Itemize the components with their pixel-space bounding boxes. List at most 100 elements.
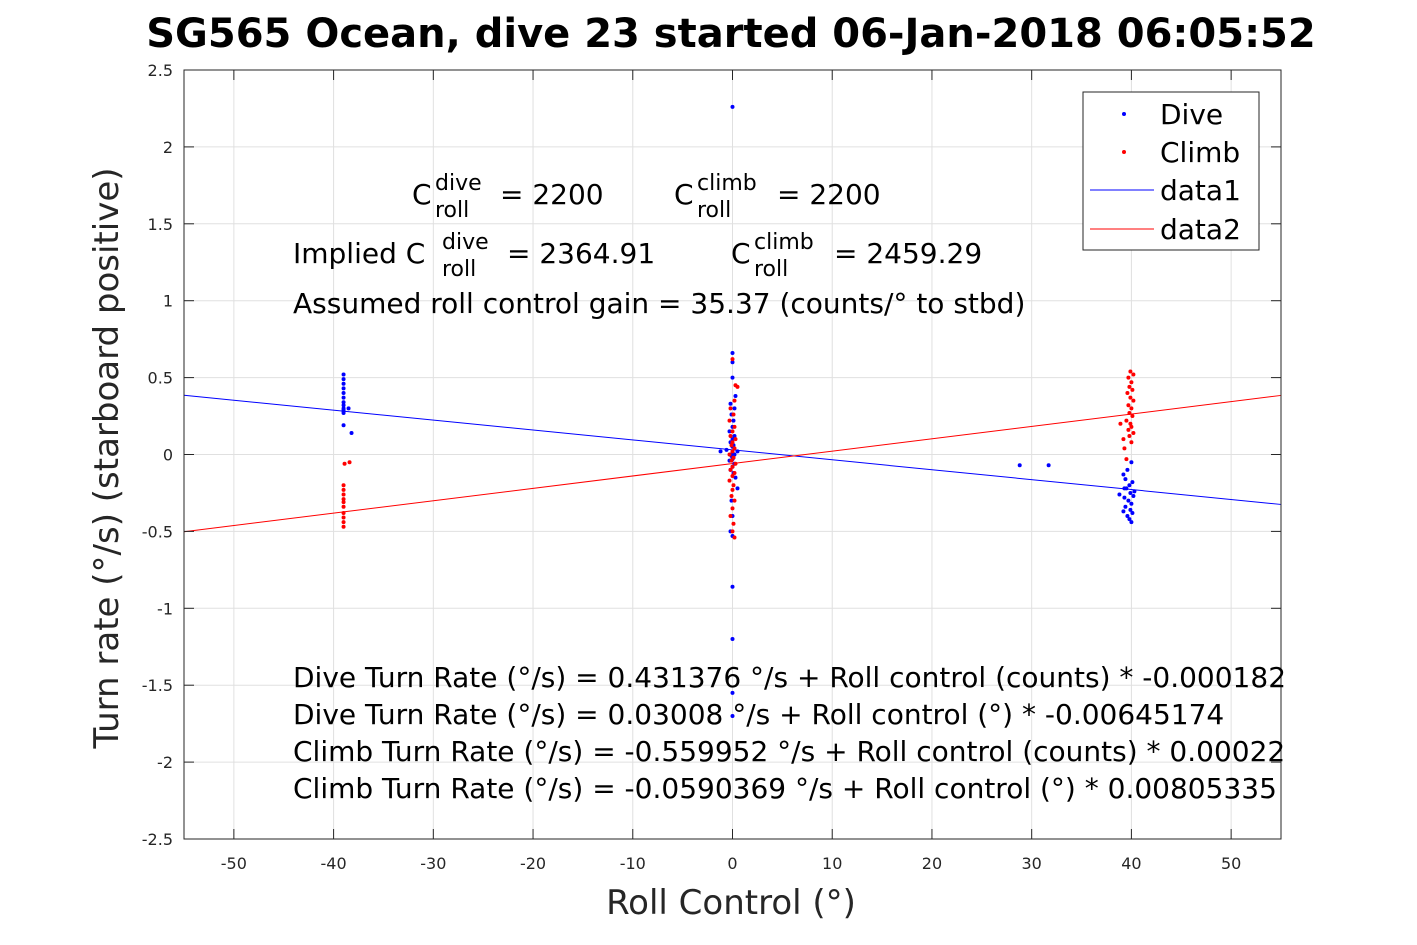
climb-point [730,464,735,469]
climb-point [730,487,735,492]
y-tick-label: -2 [157,753,173,772]
fit-equations: Dive Turn Rate (°/s) = 0.431376 °/s + Ro… [293,661,1286,805]
implied-climb-sup: climb [754,230,814,255]
x-tick-label: 0 [727,854,737,873]
dive-point [1132,489,1137,494]
climb-point [730,429,735,434]
dive-point [1127,517,1132,522]
dive-point [732,406,737,411]
climb-point [730,529,735,534]
climb-point [1131,372,1136,377]
climb-point [1129,406,1134,411]
dive-point [1123,477,1128,482]
climb-point [732,498,737,503]
dive-point [730,637,735,642]
data-points [341,104,1137,718]
climb-point [729,494,734,499]
climb-point [341,520,346,525]
y-tick-label: 2.5 [148,61,173,80]
fit-equation: Climb Turn Rate (°/s) = -0.559952 °/s + … [293,735,1285,768]
implied-climb-sub: roll [754,257,788,282]
climb-point [1128,421,1133,426]
dive-point [1128,507,1133,512]
implied-climb-value: = 2459.29 [834,237,982,270]
dive-point [735,449,740,454]
dive-point [733,475,738,480]
climb-point [729,458,734,463]
dive-point [732,452,737,457]
dive-point [1122,495,1127,500]
climb-point [1130,387,1135,392]
climb-point [1128,395,1133,400]
dive-point [341,403,346,408]
climb-point [341,487,346,492]
climb-point [1131,430,1136,435]
c-roll-climb-base: C [674,178,694,211]
y-tick-label: -0.5 [142,522,173,541]
dive-point [341,390,346,395]
dive-point [730,104,735,109]
implied-prefix: Implied C [293,237,425,270]
climb-point [732,446,737,451]
climb-point [1128,369,1133,374]
y-tick-label: -2.5 [142,830,173,849]
y-axis-label: Turn rate (°/s) (starboard positive) [87,167,127,749]
dive-point [341,377,346,382]
dive-point [1126,498,1131,503]
dive-point [730,690,735,695]
annotation-c-roll: C dive roll = 2200 C climb roll = 2200 [412,171,881,223]
climb-point [1126,427,1131,432]
dive-point [730,713,735,718]
climb-point [1127,384,1132,389]
dive-point [718,449,723,454]
x-axis-label: Roll Control (°) [606,883,856,923]
dive-point [346,406,351,411]
legend: Dive Climb data1 data2 [1082,91,1260,251]
climb-point [341,497,346,502]
dive-point [341,395,346,400]
legend-dive-label: Dive [1160,98,1223,131]
legend-box [1082,91,1260,251]
climb-point [730,449,735,454]
dive-point [724,447,729,452]
climb-point [1130,414,1135,419]
climb-point [727,452,732,457]
c-roll-climb-sup: climb [697,171,757,196]
dive-point [731,418,736,423]
climb-point [730,506,735,511]
dive-point [1017,463,1022,468]
dive-point [1129,520,1134,525]
climb-point [1129,440,1134,445]
climb-point [1121,437,1126,442]
x-tick-label: -20 [520,854,546,873]
dive-point [341,410,346,415]
climb-point [735,384,740,389]
implied-dive-value: = 2364.91 [507,237,655,270]
x-tick-label: 50 [1221,854,1241,873]
dive-point [1131,494,1136,499]
climb-point [1125,390,1130,395]
climb-point [727,478,732,483]
climb-point [341,504,346,509]
c-roll-climb-sub: roll [697,198,731,223]
dive-point [1121,472,1126,477]
climb-point [727,418,732,423]
x-tick-label: -50 [221,854,247,873]
implied-climb-base: C [731,237,751,270]
legend-data1-label: data1 [1160,174,1241,207]
climb-point [728,467,733,472]
climb-point [731,412,736,417]
climb-point [728,434,733,439]
legend-climb-marker [1122,150,1126,154]
c-roll-dive-base: C [412,178,432,211]
climb-point [730,474,735,479]
climb-point [732,398,737,403]
y-tick-label: -1.5 [142,676,173,695]
chart-title: SG565 Ocean, dive 23 started 06-Jan-2018… [146,11,1315,57]
dive-point [730,360,735,365]
climb-point [341,524,346,529]
dive-point [341,381,346,386]
x-tick-label: 10 [822,854,842,873]
dive-point [341,372,346,377]
